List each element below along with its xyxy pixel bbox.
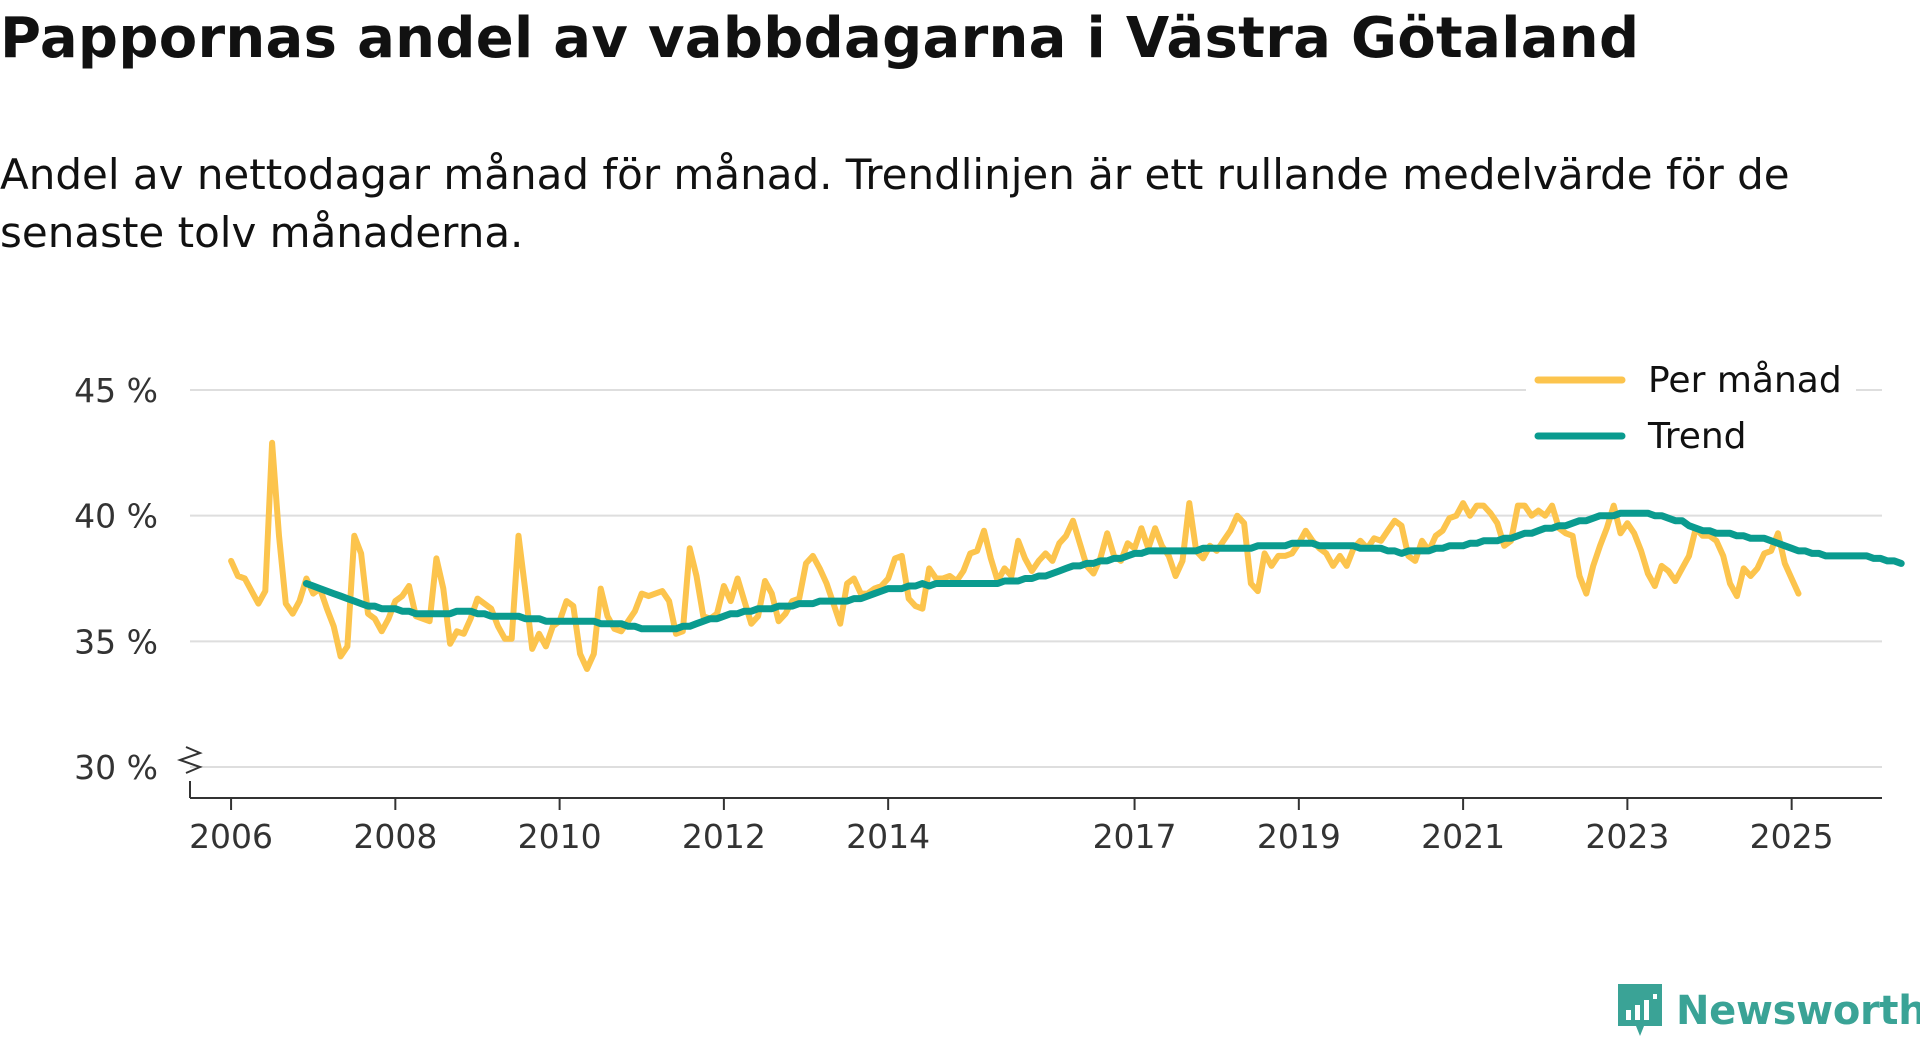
x-tick-label: 2023 (1585, 817, 1669, 856)
chart-subtitle: Andel av nettodagar månad för månad. Tre… (0, 150, 1790, 257)
x-tick-label: 2010 (518, 817, 602, 856)
x-tick-label: 2008 (353, 817, 437, 856)
chart-title: Pappornas andel av vabbdagarna i Västra … (0, 6, 1640, 71)
series-line-monthly (228, 439, 1802, 672)
x-axis: 2006 2008 2010 2012 2014 2017 2019 2021 2023 2025 (189, 781, 1882, 856)
x-tick-label: 2014 (846, 817, 930, 856)
line-chart: 30 % 35 % 40 % 45 % 2006 2008 2010 2012 2014 201… (74, 340, 1905, 856)
axis-break-icon (176, 746, 203, 774)
x-tick-label: 2017 (1093, 817, 1177, 856)
x-tick-label: 2021 (1421, 817, 1505, 856)
series-lines (228, 439, 1905, 672)
x-tick-label: 2025 (1750, 817, 1834, 856)
brand-name: Newsworthy (1676, 988, 1920, 1034)
x-tick-label: 2006 (189, 817, 273, 856)
y-tick-label: 30 % (74, 748, 158, 787)
y-tick-label: 40 % (74, 497, 158, 536)
legend: Per månad Trend (1526, 340, 1856, 457)
series-line-trend (302, 509, 1905, 633)
x-tick-label: 2012 (682, 817, 766, 856)
y-axis-ticks: 30 % 35 % 40 % 45 % (74, 371, 158, 787)
legend-label-monthly: Per månad (1648, 360, 1842, 401)
y-tick-label: 45 % (74, 371, 158, 410)
newsworthy-logo-icon (1618, 984, 1662, 1036)
x-tick-label: 2019 (1257, 817, 1341, 856)
y-tick-label: 35 % (74, 622, 158, 661)
legend-label-trend: Trend (1647, 416, 1747, 457)
newsworthy-logo: Newsworthy (1614, 980, 1920, 1042)
